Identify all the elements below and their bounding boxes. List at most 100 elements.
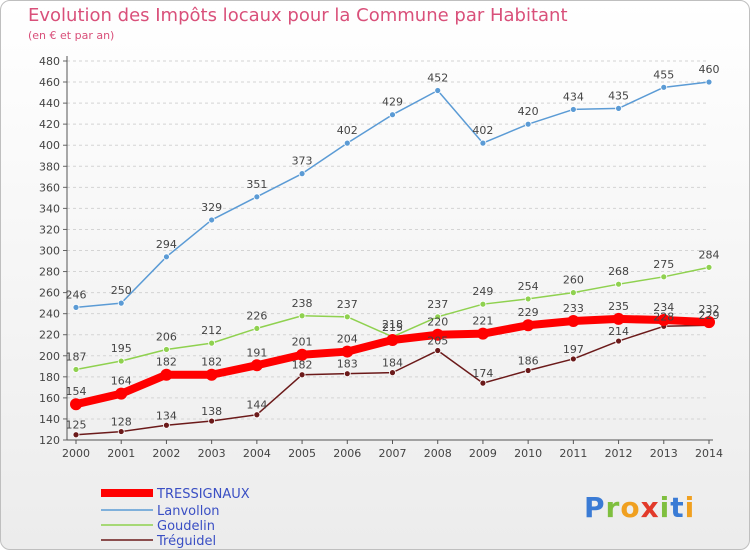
data-point: [341, 345, 354, 358]
data-label: 187: [66, 350, 87, 363]
data-label: 201: [292, 336, 313, 349]
data-label: 249: [472, 285, 493, 298]
data-point: [479, 379, 487, 387]
logo-letter: P: [584, 491, 606, 524]
data-label: 229: [518, 306, 539, 319]
x-tick-label: 2013: [650, 447, 678, 460]
data-label: 134: [156, 409, 177, 422]
data-label: 184: [382, 357, 403, 370]
data-label: 182: [292, 359, 313, 372]
data-label: 215: [382, 321, 403, 334]
logo-letter: i: [659, 491, 671, 524]
data-label: 228: [653, 310, 674, 323]
x-tick-label: 2001: [107, 447, 135, 460]
y-tick-label: 200: [39, 350, 60, 363]
data-point: [72, 303, 80, 311]
data-label: 195: [111, 342, 132, 355]
data-point: [117, 299, 125, 307]
data-point: [479, 139, 487, 147]
data-point: [296, 348, 309, 361]
y-tick-label: 440: [39, 97, 60, 110]
data-point: [343, 313, 351, 321]
x-tick-label: 2006: [333, 447, 361, 460]
data-label: 275: [653, 258, 674, 271]
data-label: 226: [246, 309, 267, 322]
data-point: [705, 78, 713, 86]
x-tick-label: 2004: [243, 447, 271, 460]
data-point: [115, 387, 128, 400]
data-point: [660, 83, 668, 91]
legend-label: Goudelin: [157, 519, 215, 534]
y-tick-label: 400: [39, 139, 60, 152]
legend-label: TRESSIGNAUX: [156, 487, 250, 502]
y-tick-label: 380: [39, 160, 60, 173]
data-label: 204: [337, 333, 358, 346]
y-tick-label: 120: [39, 434, 60, 447]
data-label: 221: [472, 315, 493, 328]
data-label: 402: [472, 124, 493, 137]
x-tick-label: 2002: [152, 447, 180, 460]
data-point: [298, 371, 306, 379]
data-point: [476, 327, 489, 340]
chart-subtitle: (en € et par an): [28, 29, 115, 42]
data-label: 212: [201, 324, 222, 337]
x-tick-label: 2010: [514, 447, 542, 460]
data-point: [298, 312, 306, 320]
data-point: [522, 319, 535, 332]
x-tick-label: 2012: [605, 447, 633, 460]
y-tick-label: 480: [39, 55, 60, 68]
data-label: 260: [563, 274, 584, 287]
data-label: 232: [699, 303, 720, 316]
data-label: 235: [608, 300, 629, 313]
data-point: [117, 357, 125, 365]
data-label: 237: [337, 298, 358, 311]
data-label: 351: [246, 178, 267, 191]
logo-letter: r: [605, 491, 621, 524]
data-point: [163, 346, 170, 353]
data-label: 238: [292, 297, 313, 310]
data-label: 220: [427, 316, 448, 329]
data-point: [343, 370, 351, 378]
data-point: [208, 216, 216, 224]
y-tick-label: 160: [39, 392, 60, 405]
y-tick-label: 420: [39, 118, 60, 131]
data-label: 373: [292, 155, 313, 168]
data-point: [569, 289, 577, 297]
data-point: [479, 300, 487, 308]
x-tick-label: 2007: [379, 447, 407, 460]
data-point: [163, 421, 170, 429]
data-label: 420: [518, 105, 539, 118]
x-tick-label: 2003: [198, 447, 226, 460]
data-point: [253, 325, 261, 332]
data-point: [434, 87, 442, 94]
data-point: [163, 253, 170, 261]
logo-letter: o: [620, 491, 641, 524]
data-point: [703, 316, 715, 329]
data-point: [70, 398, 82, 411]
chart-title: Evolution des Impôts locaux pour la Comm…: [28, 5, 568, 26]
data-point: [160, 368, 173, 381]
data-label: 233: [563, 302, 584, 315]
legend-label: Tréguidel: [156, 534, 216, 549]
data-point: [524, 367, 532, 374]
data-point: [431, 328, 444, 341]
data-point: [208, 339, 216, 347]
y-tick-label: 460: [39, 76, 60, 89]
proxiti-logo: Proxiti: [584, 491, 695, 524]
data-label: 205: [427, 335, 448, 348]
data-point: [250, 359, 263, 372]
x-tick-label: 2000: [62, 447, 90, 460]
data-label: 237: [427, 298, 448, 311]
data-label: 218: [382, 318, 403, 331]
data-label: 197: [563, 343, 584, 356]
x-tick-label: 2008: [424, 447, 452, 460]
data-point: [657, 313, 670, 326]
logo-letter: x: [640, 491, 660, 524]
data-point: [208, 417, 216, 425]
data-label: 435: [608, 89, 629, 102]
data-point: [389, 369, 396, 377]
y-tick-label: 360: [39, 181, 60, 194]
data-label: 191: [246, 346, 267, 359]
data-label: 182: [156, 356, 177, 369]
